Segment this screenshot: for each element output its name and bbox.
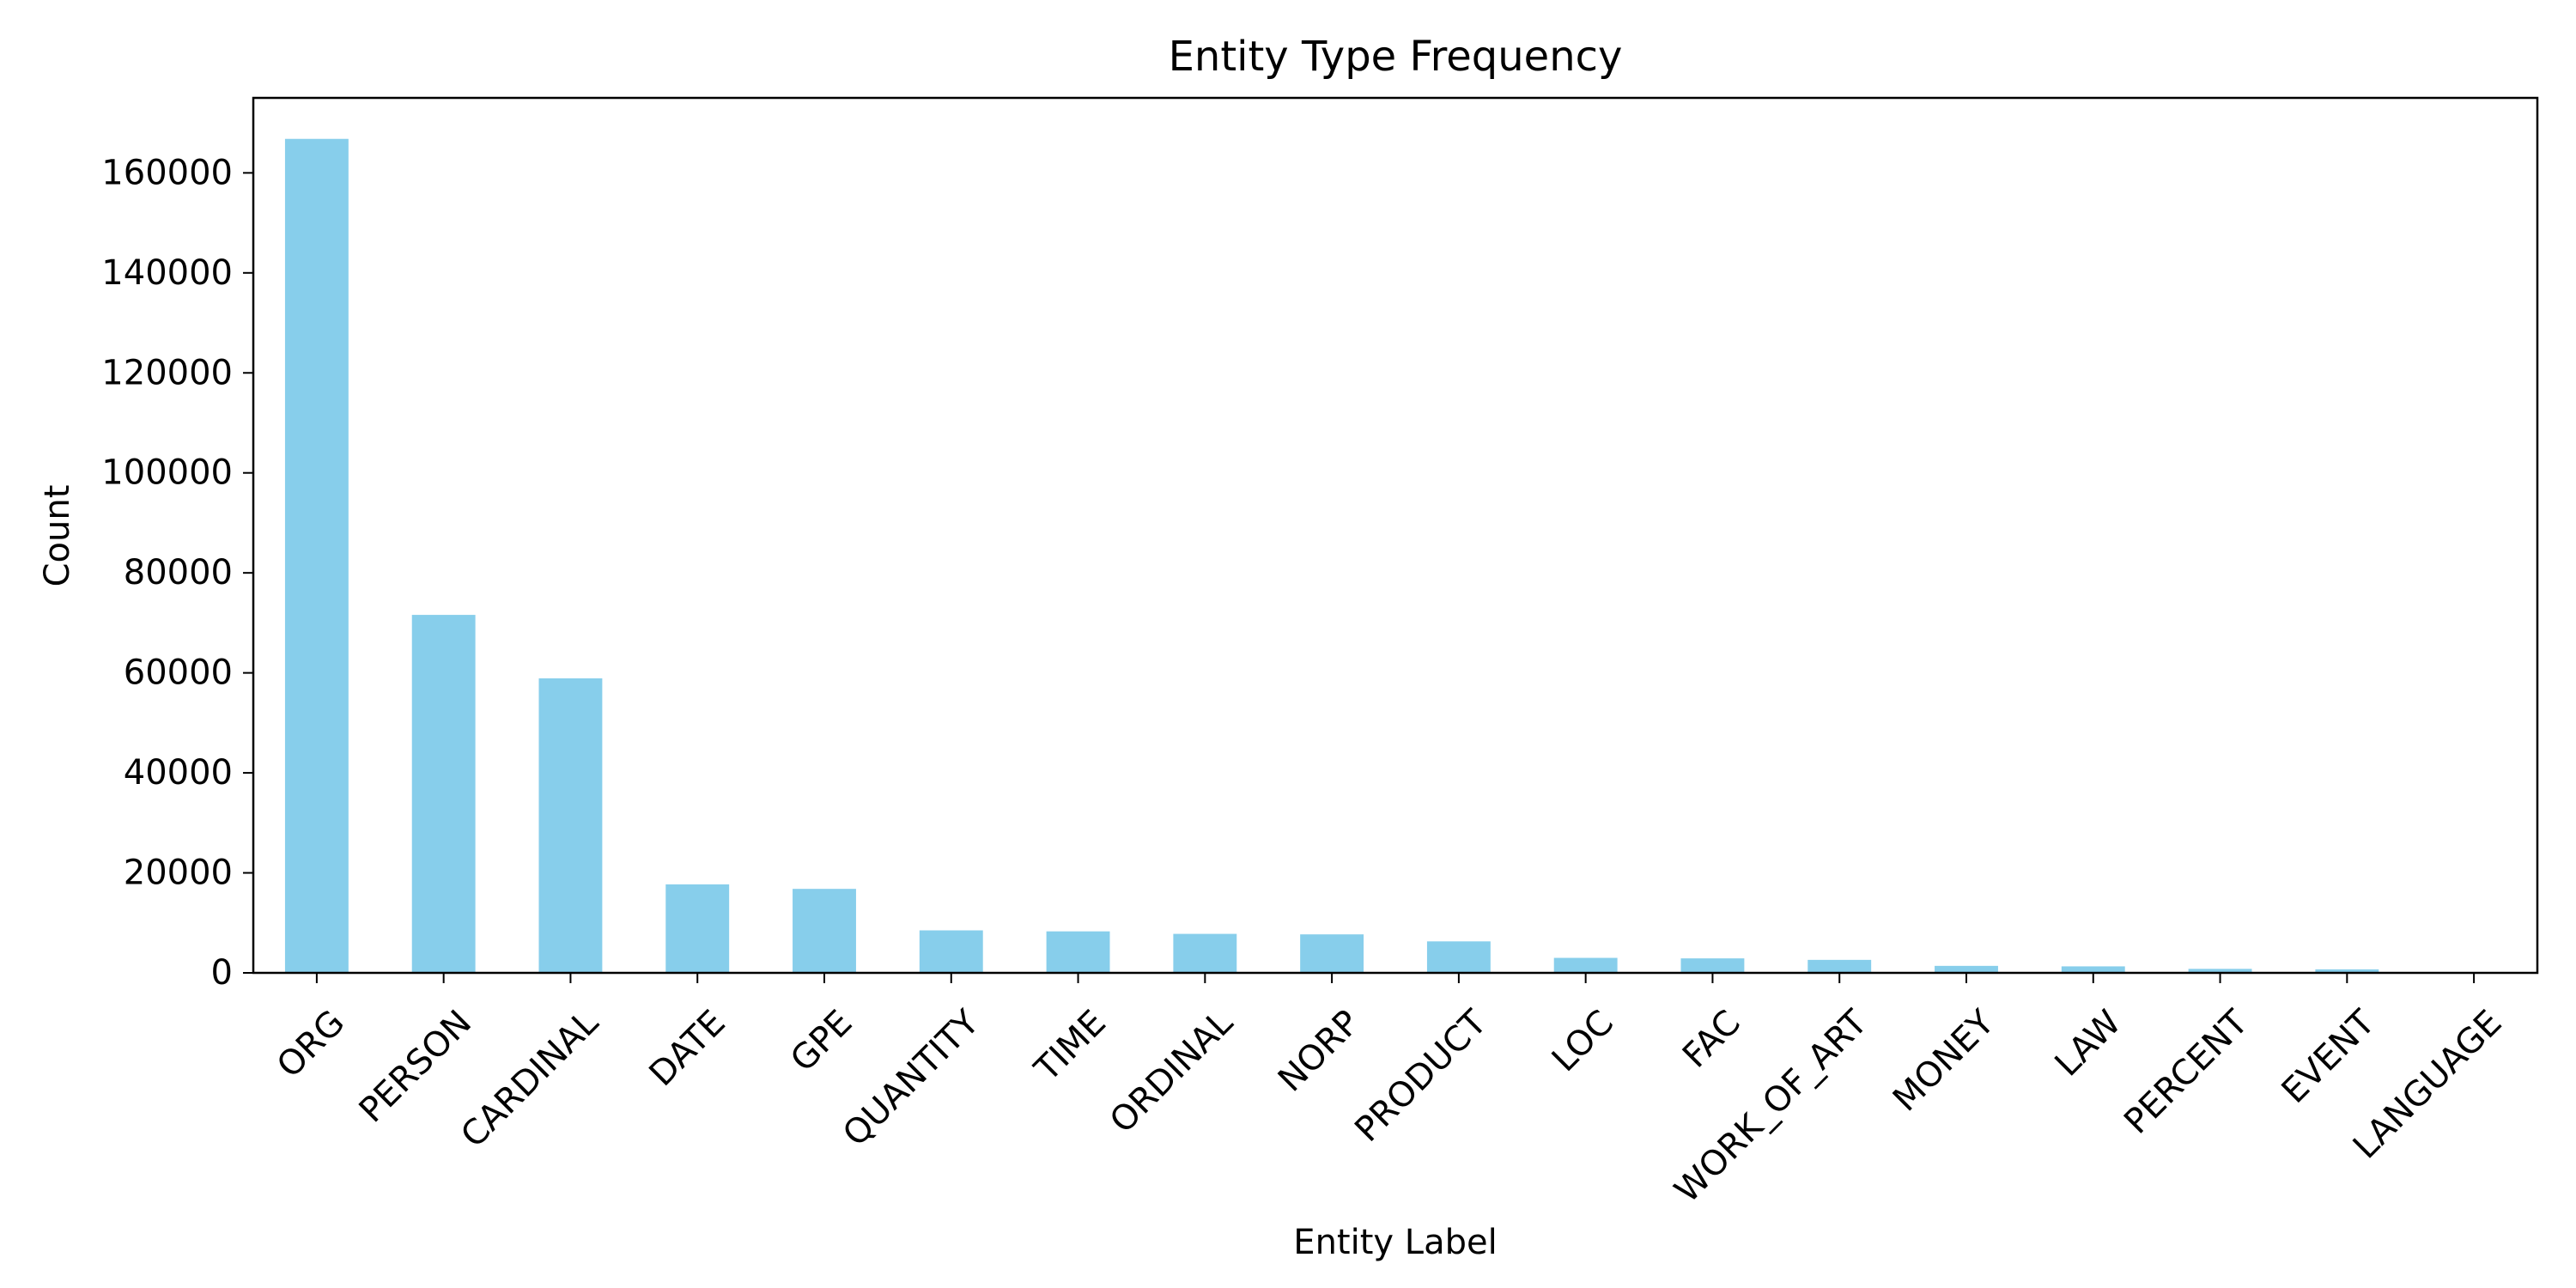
bar-money bbox=[1935, 965, 1998, 973]
bar-law bbox=[2061, 966, 2125, 973]
y-tick-label: 40000 bbox=[124, 753, 233, 793]
y-tick-label: 100000 bbox=[101, 453, 233, 493]
bar-quantity bbox=[919, 930, 983, 973]
bar-work-of-art bbox=[1807, 959, 1872, 973]
bar-loc bbox=[1553, 957, 1618, 973]
x-axis-label: Entity Label bbox=[1293, 1223, 1497, 1262]
plot-frame bbox=[252, 96, 2539, 975]
y-tick-label: 160000 bbox=[101, 153, 233, 192]
bar-person bbox=[411, 615, 476, 973]
bar-date bbox=[665, 884, 730, 973]
bar-fac bbox=[1680, 958, 1745, 973]
y-tick-label: 60000 bbox=[124, 653, 233, 693]
bar-org bbox=[284, 138, 349, 973]
bar-event bbox=[2315, 969, 2379, 973]
bar-norp bbox=[1300, 934, 1364, 973]
y-tick-label: 80000 bbox=[124, 553, 233, 592]
bar-product bbox=[1426, 941, 1491, 973]
y-tick-label: 140000 bbox=[101, 253, 233, 293]
chart-title: Entity Type Frequency bbox=[1169, 33, 1623, 81]
bar-gpe bbox=[793, 889, 856, 973]
y-tick-label: 120000 bbox=[101, 353, 233, 392]
bar-time bbox=[1046, 931, 1110, 973]
bar-cardinal bbox=[538, 678, 603, 973]
bar-percent bbox=[2188, 969, 2252, 973]
y-tick-label: 20000 bbox=[124, 854, 233, 893]
bar-ordinal bbox=[1173, 933, 1237, 973]
bars-layer bbox=[284, 138, 2506, 973]
y-tick-label: 0 bbox=[211, 953, 233, 993]
y-axis-label: Count bbox=[38, 485, 77, 587]
